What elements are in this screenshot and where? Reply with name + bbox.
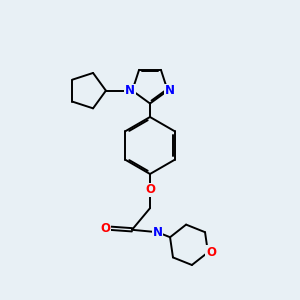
Text: O: O <box>145 183 155 196</box>
Text: O: O <box>100 222 111 235</box>
Text: O: O <box>206 246 216 259</box>
Text: N: N <box>165 84 175 97</box>
Text: N: N <box>125 84 135 97</box>
Text: N: N <box>152 226 163 239</box>
